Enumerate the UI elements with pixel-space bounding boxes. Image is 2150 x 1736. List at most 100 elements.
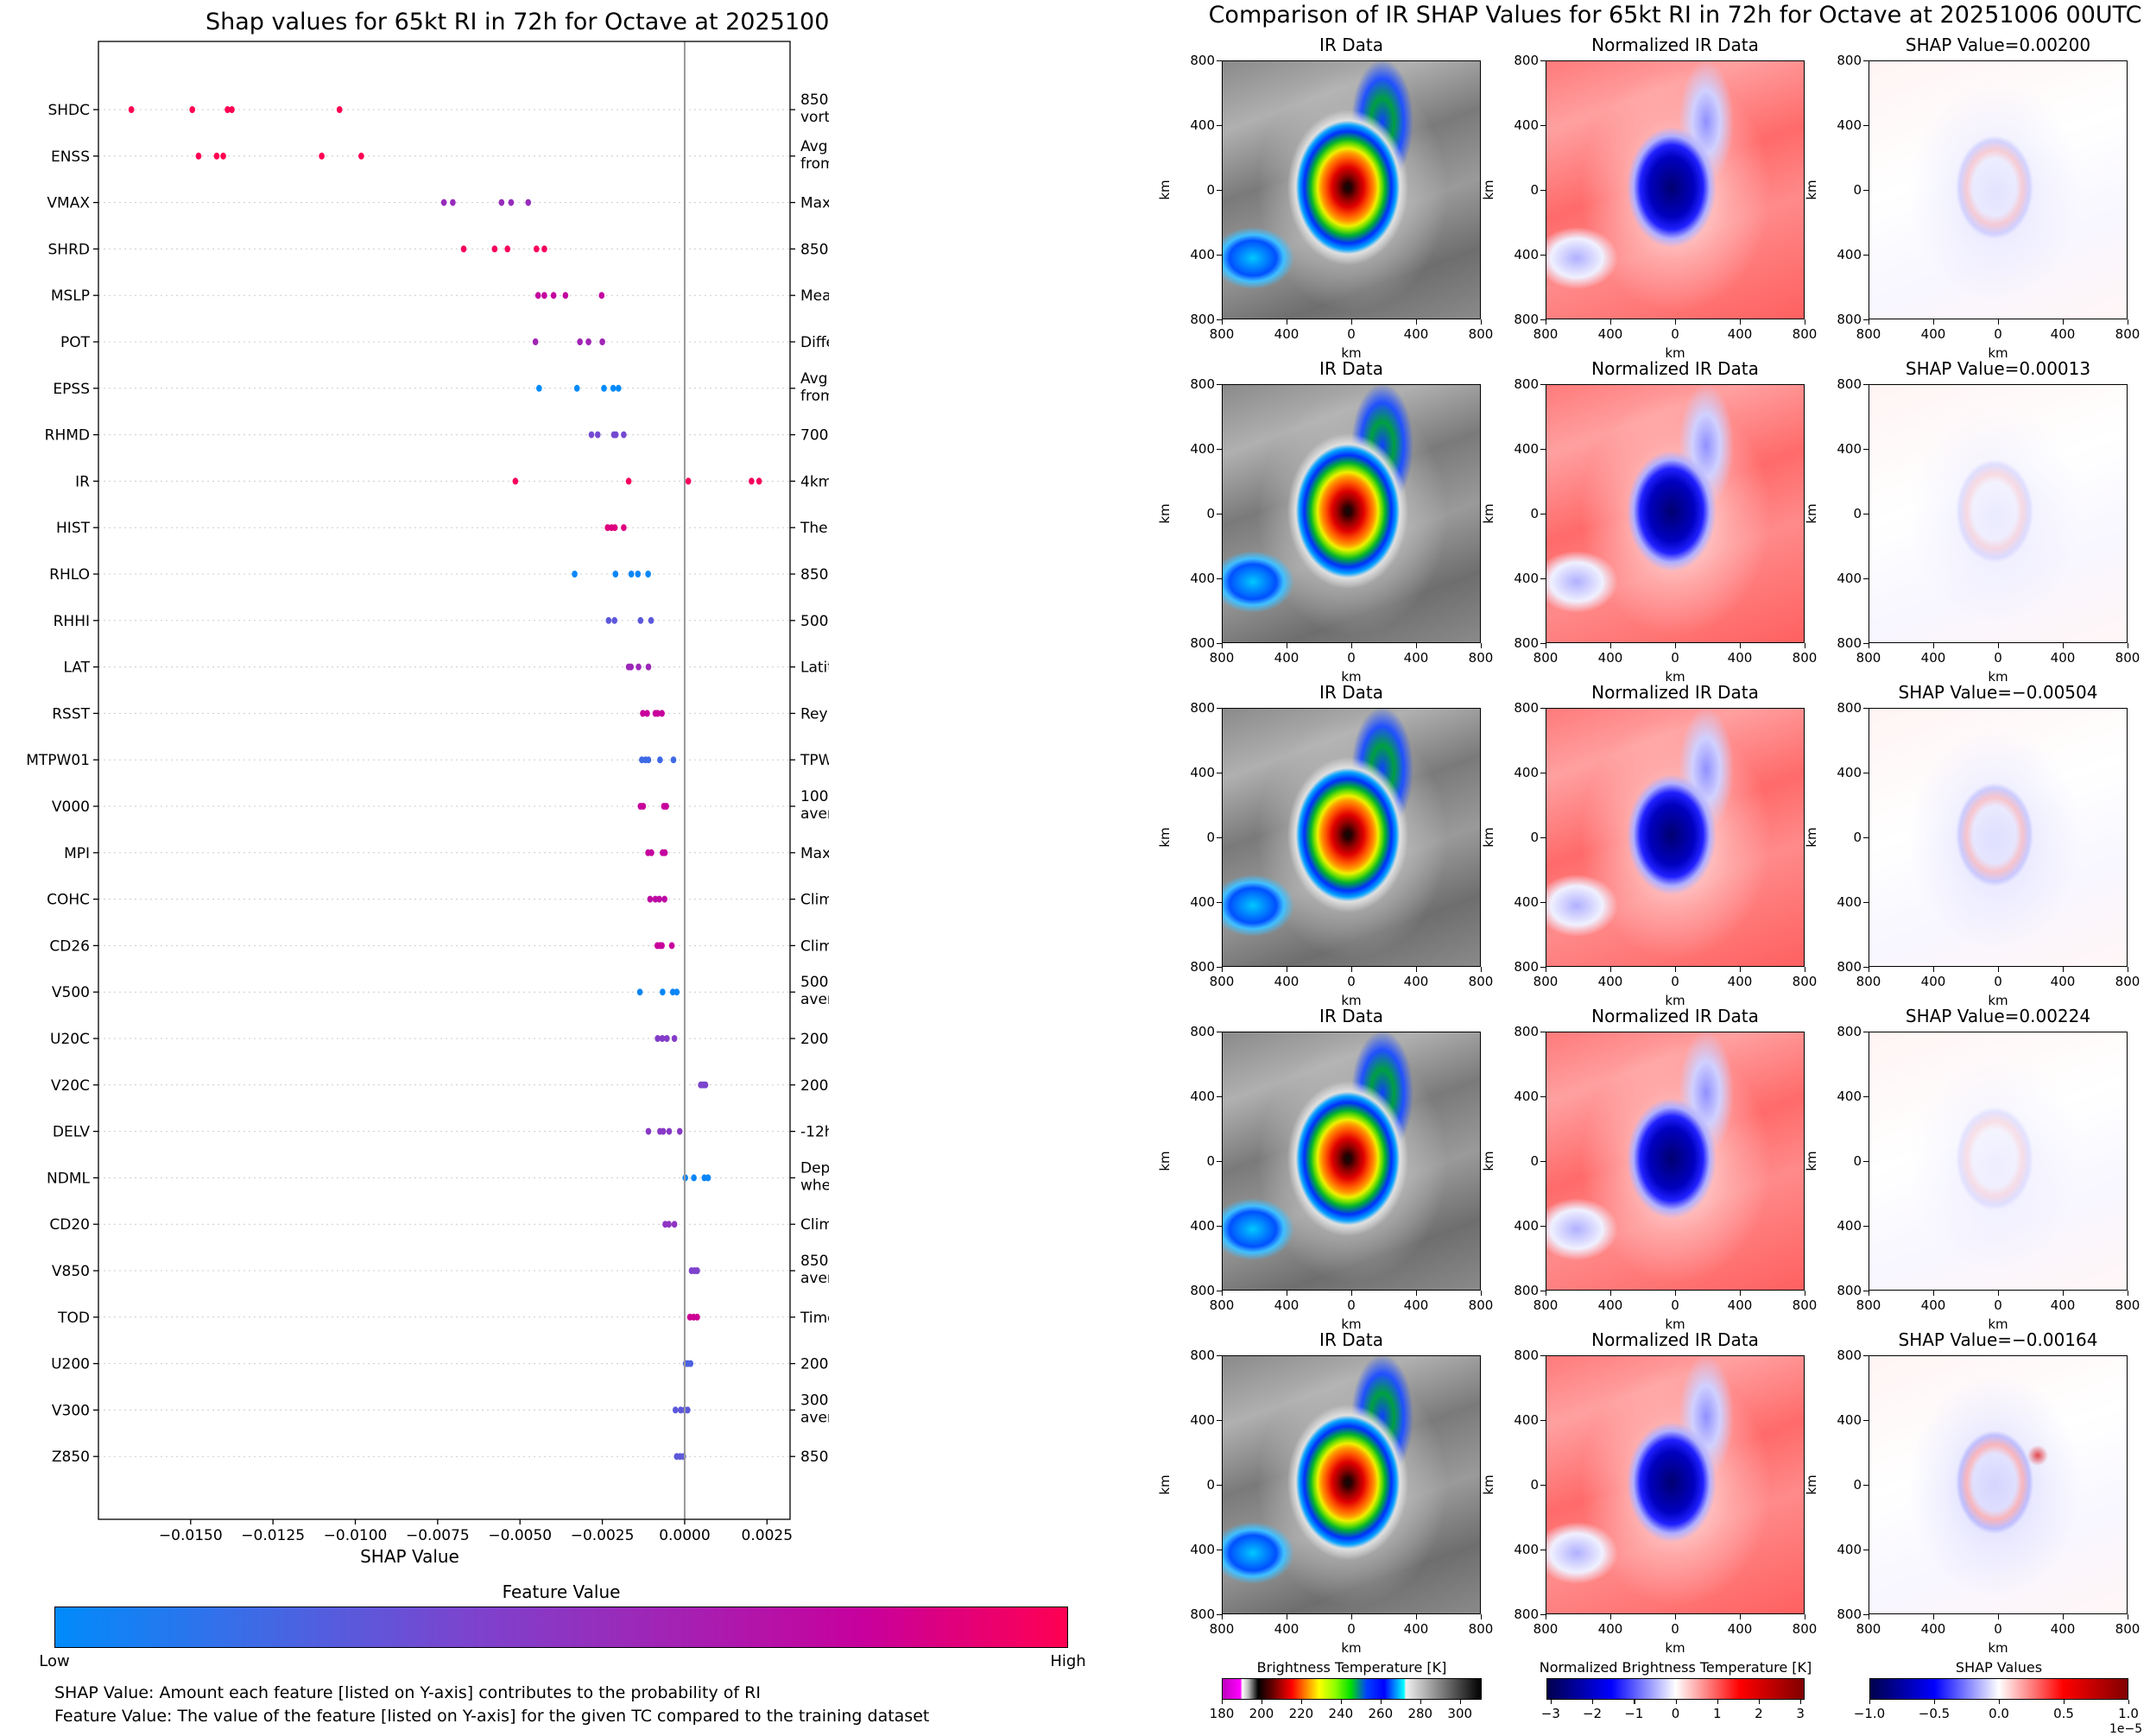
y-tick-label: 400 (1514, 1412, 1539, 1428)
y-tick (1540, 1161, 1546, 1163)
y-tick-label: 400 (1514, 1089, 1539, 1104)
colorbar-tick-label: 0 (1671, 1706, 1680, 1721)
shap-image (1869, 60, 2128, 319)
y-tick (1217, 902, 1222, 904)
shap-point (648, 616, 654, 624)
x-tick (1933, 643, 1935, 648)
y-tick (1863, 1226, 1869, 1228)
x-tick-label: 400 (1597, 326, 1623, 342)
x-axis-label: km (1988, 669, 2008, 685)
normalized-ir-image (1546, 384, 1805, 643)
x-tick-label: 400 (1727, 650, 1753, 666)
shap-point (562, 292, 569, 300)
x-axis-label: km (1665, 1316, 1685, 1332)
feature-description: averaged at 500 km (800, 991, 829, 1008)
x-tick (1998, 319, 2000, 325)
y-tick (1540, 255, 1546, 256)
x-axis-label: km (1665, 1640, 1685, 1656)
y-tick-label: 0 (1853, 830, 1862, 845)
y-axis-label: km (1804, 503, 1819, 524)
x-tick-label: 0 (1994, 1621, 2002, 1637)
x-tick-label: 400 (2050, 326, 2076, 342)
y-tick (1217, 384, 1222, 386)
shap-point (676, 1127, 683, 1135)
shap-point (605, 616, 612, 624)
shap-point (640, 710, 646, 717)
x-tick (1481, 967, 1483, 972)
y-tick-label: 800 (1837, 312, 1862, 327)
shap-point (687, 1360, 694, 1367)
y-tick-label: 800 (1837, 959, 1862, 975)
ir-data-image (1222, 1032, 1481, 1291)
y-tick (1217, 190, 1222, 192)
y-tick (1540, 837, 1546, 839)
colorbar-tick-label: 280 (1407, 1706, 1433, 1721)
shap-point (669, 988, 676, 996)
y-tick-label: 800 (1837, 1607, 1862, 1622)
y-tick (1863, 1161, 1869, 1163)
y-tick (1540, 125, 1546, 127)
y-tick-label: 800 (1837, 635, 1862, 651)
x-axis-label: km (1341, 345, 1362, 361)
feature-value-note: Feature Value: The value of the feature … (54, 1707, 930, 1726)
x-tick (1933, 319, 1935, 325)
y-tick-label: 800 (1190, 1283, 1215, 1298)
y-tick (1863, 190, 1869, 192)
ir-data-title: IR Data (1319, 1329, 1383, 1350)
x-tick (2063, 1614, 2065, 1619)
x-tick (2063, 1291, 2065, 1296)
feature-description: Time of Day (Local Solar Time) (800, 1310, 829, 1327)
x-tick (1222, 1614, 1224, 1619)
y-tick (1540, 190, 1546, 192)
x-tick-label: 400 (1727, 1297, 1753, 1313)
ir-data-image (1222, 384, 1481, 643)
shap-point (573, 384, 580, 392)
colorbar-tick-label: 220 (1288, 1706, 1314, 1721)
x-tick-label: 800 (2115, 1621, 2141, 1637)
x-tick (1416, 967, 1418, 972)
x-tick-label: 0 (1347, 650, 1356, 666)
colorbar-title: SHAP Values (1955, 1659, 2043, 1676)
y-tick (1863, 1485, 1869, 1487)
x-tick (2063, 967, 2065, 972)
x-tick-label: 800 (1533, 1297, 1559, 1313)
feature-description: Avg. Δ θₑ (only negative) between parcel… (800, 138, 829, 155)
x-tick-label: 400 (1274, 974, 1299, 989)
x-axis-label: km (1665, 345, 1685, 361)
shap-point (189, 106, 196, 113)
y-tick (1863, 643, 1869, 645)
feature-label: HIST (56, 520, 91, 537)
x-tick-label: −0.0125 (241, 1527, 305, 1544)
y-tick-label: 400 (1190, 117, 1215, 133)
y-tick (1540, 1485, 1546, 1487)
x-tick-label: 400 (2050, 974, 2076, 989)
shap-point (654, 710, 661, 717)
y-tick-label: 400 (1514, 765, 1539, 780)
x-tick-label: 400 (1920, 1621, 1946, 1637)
y-tick (1217, 643, 1222, 645)
x-tick-label: 400 (1920, 974, 1946, 989)
feature-description: Mean Sea Level Pressure (800, 287, 829, 305)
x-tick (1933, 1614, 1935, 1619)
x-tick-label: 800 (1209, 650, 1235, 666)
feature-label: V300 (52, 1402, 90, 1419)
y-tick (1540, 578, 1546, 580)
y-tick (1217, 255, 1222, 256)
shap-point (536, 384, 542, 392)
x-tick (1351, 1291, 1353, 1296)
y-tick-label: 400 (1837, 1412, 1862, 1428)
feature-label: DELV (53, 1124, 90, 1141)
y-tick-label: 0 (1530, 506, 1539, 521)
shap-point (685, 1406, 691, 1414)
x-axis-label: km (1341, 1316, 1362, 1332)
shap-point (645, 571, 651, 578)
shap-point (541, 245, 547, 253)
x-tick-label: 0 (1347, 1297, 1356, 1313)
colorbar-tick (1634, 1700, 1635, 1704)
colorbar-tick-label: 1.0 (2118, 1706, 2139, 1721)
x-tick-label: 800 (1209, 1621, 1235, 1637)
y-tick-label: 0 (1530, 1153, 1539, 1169)
feature-description: 700-500hPa relative humidity (200-800 km… (800, 427, 829, 445)
feature-description: 1000hPa tangential wind azimuthally (800, 788, 829, 805)
x-tick-label: 800 (2115, 326, 2141, 342)
